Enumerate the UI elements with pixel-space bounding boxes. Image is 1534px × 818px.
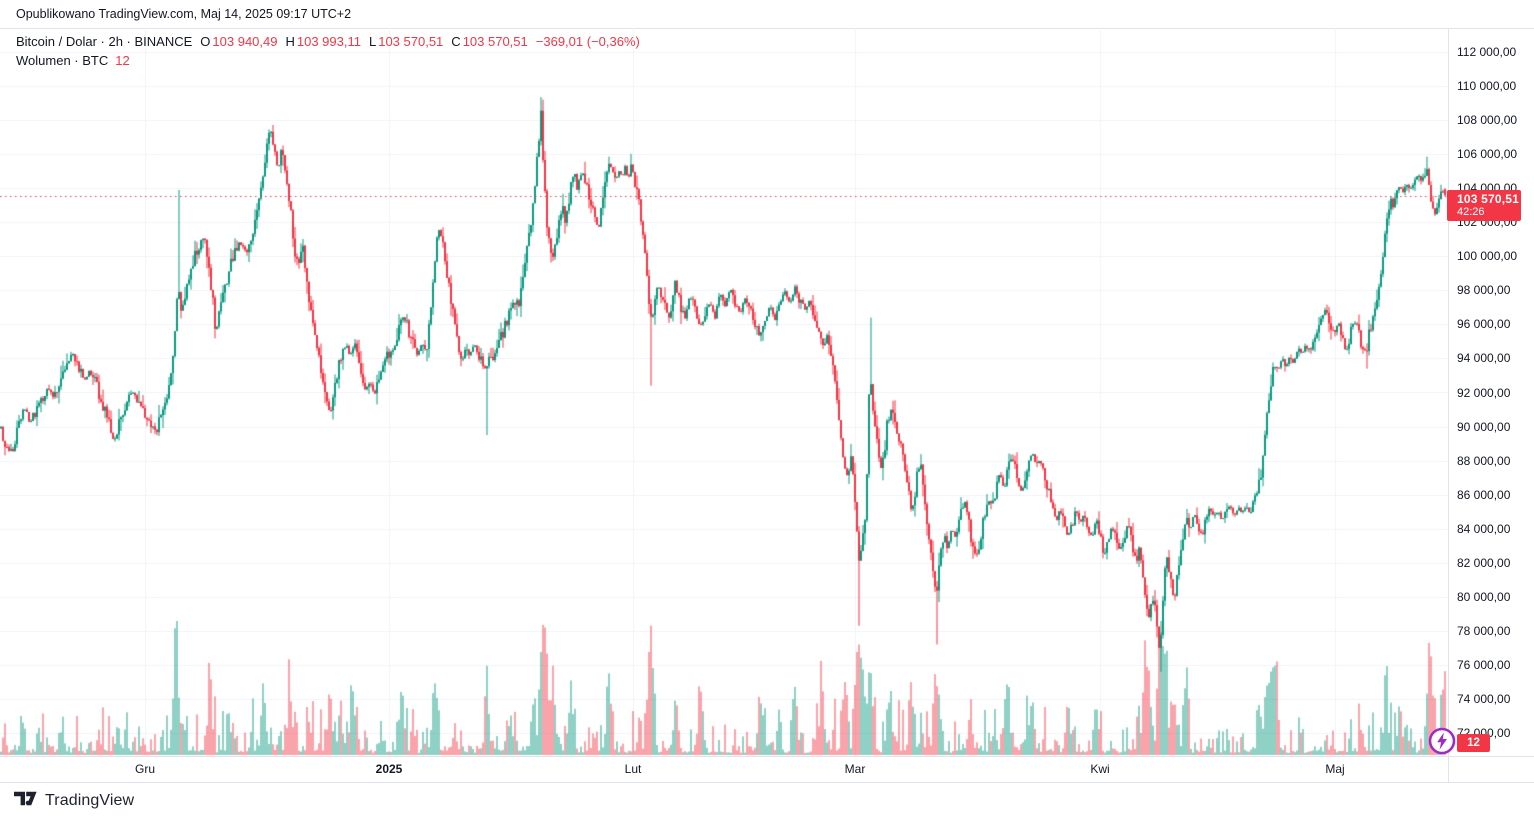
tradingview-logo-mark-icon <box>14 789 37 813</box>
bar-countdown: 42:26 <box>1457 206 1485 218</box>
ohlc-value: 103 570,51 <box>378 34 444 49</box>
lightning-bolt-icon <box>1427 726 1457 756</box>
price-tick-label: 90 000,00 <box>1457 419 1511 434</box>
ohlc-value: 103 993,11 <box>296 34 361 49</box>
candlestick-chart-canvas[interactable] <box>0 28 1448 756</box>
time-tick-label: Mar <box>844 762 866 776</box>
time-tick-label: Kwi <box>1090 762 1110 776</box>
published-note: Opublikowano TradingView.com, Maj 14, 20… <box>16 7 352 21</box>
legend-volume-title: Wolumen · BTC <box>16 53 109 68</box>
price-tick-label: 78 000,00 <box>1457 623 1511 638</box>
tradingview-logo-text: TradingView <box>45 792 135 809</box>
last-price-value: 103 570,51 <box>1457 192 1520 206</box>
price-scale-divider <box>1448 28 1449 782</box>
ohlc-label: L <box>368 34 377 49</box>
time-tick-label: Lut <box>624 762 642 776</box>
price-tick-label: 112 000,00 <box>1457 45 1517 59</box>
price-tick-label: 96 000,00 <box>1457 317 1511 332</box>
legend-change: −369,01 (−0,36%) <box>535 34 640 49</box>
time-tick-label: Gru <box>134 762 156 776</box>
price-tick-label: 106 000,00 <box>1457 147 1518 162</box>
time-scale-top-divider <box>0 756 1534 757</box>
price-tick-label: 94 000,00 <box>1457 351 1511 366</box>
last-price-label: 103 570,51 42:26 <box>1447 190 1521 221</box>
volume-value-badge: 12 <box>1457 734 1490 752</box>
time-tick-label: Maj <box>1325 762 1345 776</box>
time-scale-bottom-divider <box>0 782 1534 783</box>
price-tick-label: 108 000,00 <box>1457 113 1518 128</box>
ohlc-value: 103 570,51 <box>462 34 528 49</box>
price-tick-label: 98 000,00 <box>1457 283 1511 298</box>
legend-symbol-title: Bitcoin / Dolar · 2h · BINANCE <box>16 34 193 49</box>
price-tick-label: 74 000,00 <box>1457 691 1511 706</box>
price-tick-label: 92 000,00 <box>1457 385 1511 400</box>
price-tick-label: 82 000,00 <box>1457 555 1511 570</box>
time-scale[interactable]: Gru 2025 Lut Mar Kwi Maj <box>0 757 1534 782</box>
price-tick-label: 84 000,00 <box>1457 521 1511 536</box>
legend-volume-value: 12 <box>115 53 130 68</box>
time-tick-label: 2025 <box>375 762 403 776</box>
price-tick-label: 86 000,00 <box>1457 487 1511 502</box>
ohlc-label: O <box>200 34 211 49</box>
price-tick-label: 110 000,00 <box>1457 79 1517 93</box>
price-tick-label: 80 000,00 <box>1457 589 1511 604</box>
price-tick-label: 100 000,00 <box>1457 249 1518 264</box>
legend-volume-row[interactable]: Wolumen · BTC 12 <box>16 52 640 71</box>
legend-symbol-row[interactable]: Bitcoin / Dolar · 2h · BINANCE O 103 940,4… <box>16 33 640 52</box>
price-tick-label: 76 000,00 <box>1457 657 1511 672</box>
legend-ohlc-values: O 103 940,49 H 103 993,11 L 103 570,51 C 103 57… <box>192 34 527 49</box>
tradingview-logo[interactable]: TradingView <box>14 789 134 813</box>
ohlc-value: 103 940,49 <box>212 34 278 49</box>
chart-legend: Bitcoin / Dolar · 2h · BINANCE O 103 940,4… <box>16 33 640 71</box>
ohlc-label: H <box>285 34 295 49</box>
price-tick-label: 88 000,00 <box>1457 453 1511 468</box>
ohlc-label: C <box>451 34 461 49</box>
